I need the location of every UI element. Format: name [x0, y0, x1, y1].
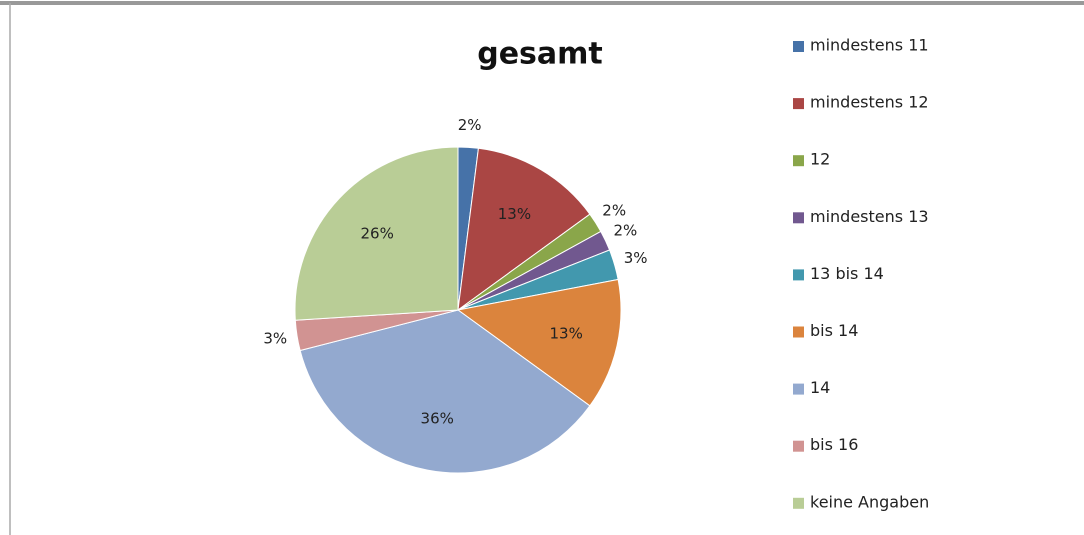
- data-label: 13%: [498, 205, 531, 223]
- chart-title: gesamt: [477, 37, 603, 72]
- legend-swatch: [793, 212, 804, 224]
- legend-label: 12: [810, 150, 830, 169]
- legend-swatch: [793, 269, 804, 281]
- legend-label: mindestens 13: [810, 207, 929, 226]
- data-label: 36%: [421, 409, 454, 427]
- pie-slice: [294, 146, 459, 321]
- data-label: 26%: [361, 225, 394, 243]
- legend-swatch: [793, 98, 804, 110]
- legend-swatch: [793, 383, 804, 395]
- data-label: 3%: [624, 249, 648, 267]
- data-label: 2%: [602, 201, 626, 219]
- legend-swatch: [793, 326, 804, 338]
- legend-swatch: [793, 497, 804, 509]
- legend-label: 13 bis 14: [810, 264, 884, 283]
- legend-swatch: [793, 155, 804, 167]
- data-label: 2%: [458, 116, 482, 134]
- legend-swatch: [793, 41, 804, 52]
- legend-label: bis 16: [810, 435, 858, 454]
- legend-swatch: [793, 440, 804, 452]
- legend-label: mindestens 11: [810, 36, 929, 55]
- legend-label: bis 14: [810, 321, 858, 340]
- data-label: 2%: [613, 222, 637, 240]
- legend-label: keine Angaben: [810, 492, 929, 511]
- legend-label: mindestens 12: [810, 93, 929, 112]
- pie-slice: [457, 147, 591, 312]
- pie-slice: [299, 309, 591, 474]
- pie-slice: [456, 278, 622, 407]
- data-label: 3%: [263, 329, 287, 347]
- legend-label: 14: [810, 378, 830, 397]
- data-label: 13%: [549, 325, 582, 343]
